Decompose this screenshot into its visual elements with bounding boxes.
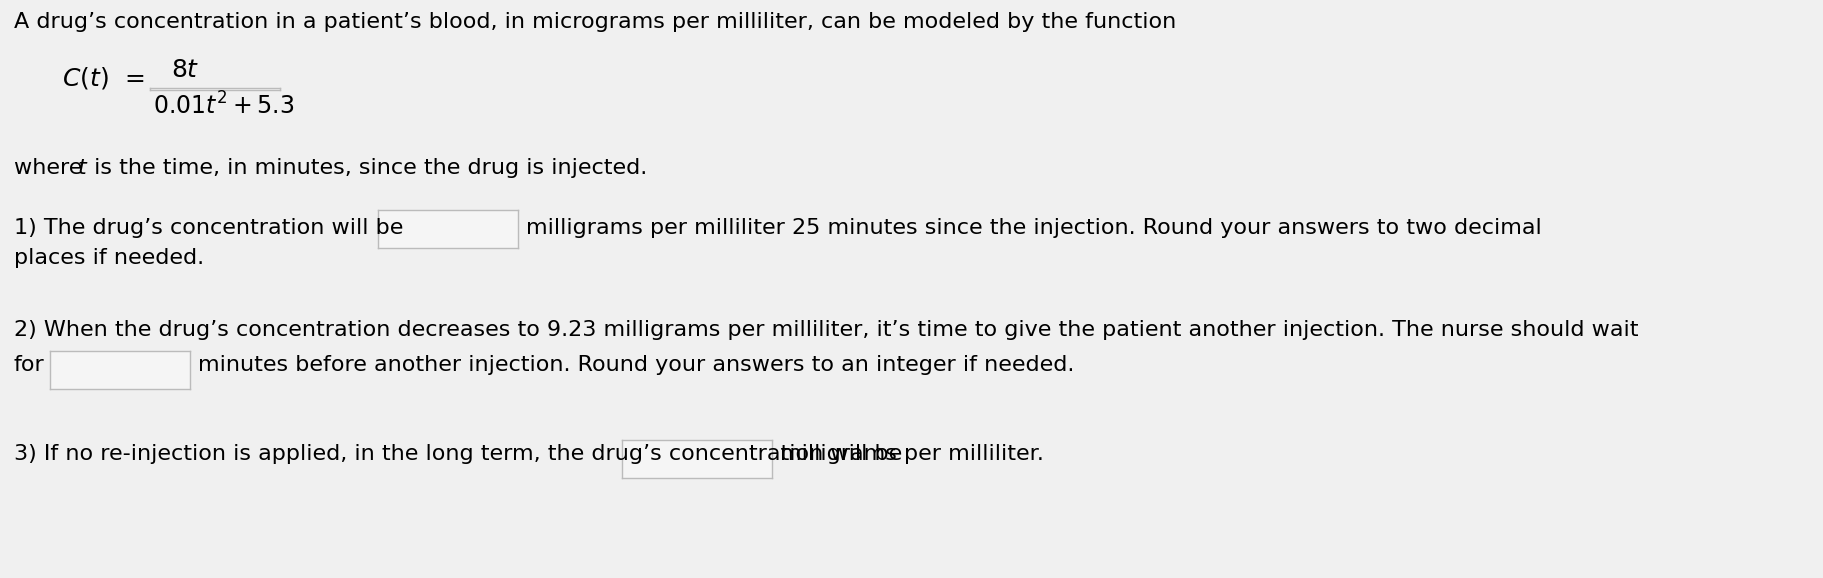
Text: where: where bbox=[15, 158, 89, 178]
Text: $\mathit{C(t)}$  =: $\mathit{C(t)}$ = bbox=[62, 65, 144, 91]
Text: milligrams per milliliter 25 minutes since the injection. Round your answers to : milligrams per milliliter 25 minutes sin… bbox=[525, 218, 1540, 238]
Text: 2) When the drug’s concentration decreases to 9.23 milligrams per milliliter, it: 2) When the drug’s concentration decreas… bbox=[15, 320, 1637, 340]
Text: 3) If no re-injection is applied, in the long term, the drug’s concentration wil: 3) If no re-injection is applied, in the… bbox=[15, 444, 902, 464]
Text: $\mathit{8t}$: $\mathit{8t}$ bbox=[171, 58, 199, 82]
Text: places if needed.: places if needed. bbox=[15, 248, 204, 268]
Text: $\mathit{t}$: $\mathit{t}$ bbox=[77, 158, 88, 178]
Text: 1) The drug’s concentration will be: 1) The drug’s concentration will be bbox=[15, 218, 403, 238]
Text: $0.01t^2 + 5.3$: $0.01t^2 + 5.3$ bbox=[153, 92, 294, 119]
Text: minutes before another injection. Round your answers to an integer if needed.: minutes before another injection. Round … bbox=[199, 355, 1074, 375]
Text: A drug’s concentration in a patient’s blood, in micrograms per milliliter, can b: A drug’s concentration in a patient’s bl… bbox=[15, 12, 1176, 32]
Text: for: for bbox=[15, 355, 46, 375]
Text: is the time, in minutes, since the drug is injected.: is the time, in minutes, since the drug … bbox=[88, 158, 647, 178]
Text: milligrams per milliliter.: milligrams per milliliter. bbox=[780, 444, 1043, 464]
